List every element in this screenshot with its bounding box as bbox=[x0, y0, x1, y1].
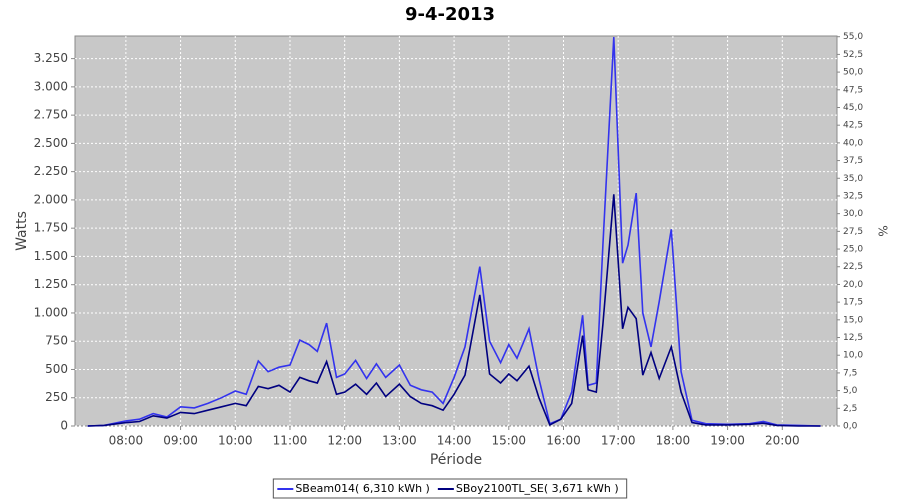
y2-tick-label: 37,5 bbox=[843, 156, 863, 166]
x-tick-label: 20:00 bbox=[765, 434, 800, 448]
y-tick-label: 2.000 bbox=[34, 192, 68, 206]
y2-tick-label: 20,0 bbox=[843, 280, 863, 290]
legend-label: SBeam014( 6,310 kWh ) bbox=[295, 482, 430, 495]
x-tick-label: 08:00 bbox=[109, 434, 144, 448]
y-tick-label: 2.500 bbox=[34, 136, 68, 150]
x-tick-label: 18:00 bbox=[656, 434, 691, 448]
y-tick-label: 250 bbox=[45, 390, 68, 404]
x-tick-label: 14:00 bbox=[437, 434, 472, 448]
x-tick-label: 09:00 bbox=[163, 434, 198, 448]
y-tick-label: 2.250 bbox=[34, 164, 68, 178]
y-tick-label: 3.250 bbox=[34, 51, 68, 65]
y-axis-label: Watts bbox=[14, 211, 30, 251]
y2-tick-label: 47,5 bbox=[843, 85, 863, 95]
legend-label: SBoy2100TL_SE( 3,671 kWh ) bbox=[456, 482, 619, 495]
y2-tick-label: 42,5 bbox=[843, 121, 863, 131]
chart-title: 9-4-2013 bbox=[405, 4, 495, 25]
y2-tick-label: 17,5 bbox=[843, 298, 863, 308]
y2-tick-label: 12,5 bbox=[843, 333, 863, 343]
y2-tick-label: 40,0 bbox=[843, 138, 863, 148]
y2-tick-label: 0,0 bbox=[843, 422, 858, 432]
x-tick-label: 10:00 bbox=[218, 434, 253, 448]
y2-tick-label: 5,0 bbox=[843, 386, 858, 396]
y-tick-label: 750 bbox=[45, 334, 68, 348]
y2-tick-label: 55,0 bbox=[843, 32, 863, 42]
x-tick-label: 11:00 bbox=[273, 434, 308, 448]
x-tick-label: 13:00 bbox=[382, 434, 417, 448]
y2-tick-label: 15,0 bbox=[843, 315, 863, 325]
plot-area bbox=[74, 35, 838, 427]
x-tick-label: 12:00 bbox=[327, 434, 362, 448]
y2-tick-label: 25,0 bbox=[843, 245, 863, 255]
y2-tick-label: 45,0 bbox=[843, 103, 863, 113]
y2-tick-label: 52,5 bbox=[843, 50, 863, 60]
x-tick-label: 17:00 bbox=[601, 434, 636, 448]
series-line bbox=[87, 194, 821, 427]
y2-tick-label: 22,5 bbox=[843, 262, 863, 272]
y2-tick-label: 35,0 bbox=[843, 174, 863, 184]
y2-tick-label: 27,5 bbox=[843, 227, 863, 237]
y-tick-label: 1.750 bbox=[34, 221, 68, 235]
y-tick-label: 1.250 bbox=[34, 277, 68, 291]
y2-axis-label: % bbox=[876, 225, 890, 236]
y2-tick-label: 10,0 bbox=[843, 351, 863, 361]
y-tick-label: 500 bbox=[45, 362, 68, 376]
x-axis-label: Période bbox=[430, 452, 482, 468]
series-line bbox=[87, 37, 821, 427]
y-tick-label: 1.000 bbox=[34, 305, 68, 319]
y2-tick-label: 30,0 bbox=[843, 209, 863, 219]
y2-tick-label: 2,5 bbox=[843, 404, 857, 414]
y-tick-label: 3.000 bbox=[34, 79, 68, 93]
y2-tick-label: 32,5 bbox=[843, 191, 863, 201]
y2-tick-label: 7,5 bbox=[843, 368, 857, 378]
y-tick-label: 1.500 bbox=[34, 249, 68, 263]
y-tick-label: 2.750 bbox=[34, 108, 68, 122]
x-tick-label: 16:00 bbox=[546, 434, 581, 448]
x-tick-label: 15:00 bbox=[491, 434, 526, 448]
y2-tick-label: 50,0 bbox=[843, 68, 863, 78]
x-tick-label: 19:00 bbox=[710, 434, 745, 448]
y-tick-label: 0 bbox=[60, 419, 68, 433]
